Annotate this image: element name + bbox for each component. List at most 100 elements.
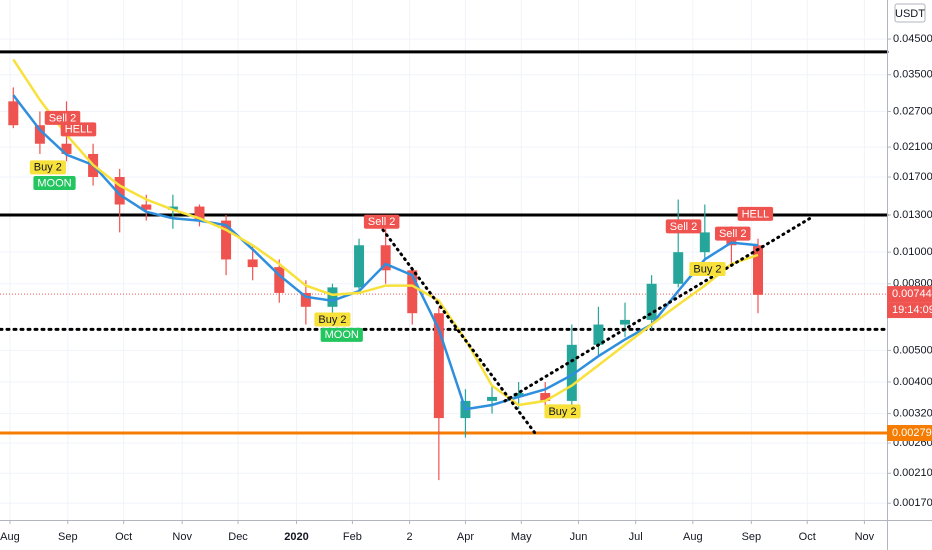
- signal-box: [33, 175, 76, 190]
- candle-body: [673, 252, 684, 284]
- support-price-tag-box: [887, 425, 932, 442]
- y-tick-label: 0.00210: [893, 467, 932, 479]
- x-tick-label: Nov: [855, 531, 875, 543]
- y-tick-label: 0.00400: [893, 376, 932, 388]
- candle-body: [167, 206, 178, 210]
- candle-body: [61, 143, 72, 154]
- candle-body: [513, 393, 524, 397]
- last-price-tag-box: [887, 286, 932, 303]
- signal-label: MOON: [320, 327, 363, 342]
- candle-body: [407, 270, 418, 314]
- signal-box: [29, 160, 66, 175]
- y-tick-label: 0.04500: [893, 33, 932, 45]
- support-price-tag-text: 0.00279: [892, 427, 932, 439]
- candle-body: [34, 125, 45, 144]
- signal-label: Buy 2: [29, 160, 66, 175]
- signal-box: [544, 404, 581, 419]
- signal-box: [737, 206, 774, 221]
- y-tick-label: 0.00500: [893, 344, 932, 356]
- signal-box: [714, 226, 751, 241]
- signal-box: [320, 327, 363, 342]
- candle-body: [753, 245, 764, 295]
- candle-body: [380, 245, 391, 271]
- candle-body: [141, 204, 152, 210]
- signal-label: Buy 2: [689, 262, 726, 277]
- x-tick-label: Apr: [457, 531, 474, 543]
- signal-label: HELL: [737, 206, 774, 221]
- currency-box[interactable]: [894, 3, 926, 23]
- signal-box: [665, 219, 702, 234]
- x-tick-label: 2020: [284, 531, 308, 543]
- signal-label: Sell 2: [714, 226, 751, 241]
- candle-body: [620, 319, 631, 325]
- candle-body: [566, 344, 577, 401]
- x-tick-label: Sep: [58, 531, 78, 543]
- x-tick-label: May: [511, 531, 532, 543]
- y-tick-label: 0.00320: [893, 408, 932, 420]
- candle-body: [221, 220, 232, 260]
- last-price-tag-text: 0.00744: [892, 288, 932, 300]
- moving-average: [12, 58, 759, 407]
- signal-text: HELL: [742, 208, 770, 220]
- candle-body: [487, 396, 498, 401]
- x-tick-label: Feb: [343, 531, 362, 543]
- signal-text: Sell 2: [368, 216, 396, 228]
- y-tick-label: 0.00170: [893, 497, 932, 509]
- x-tick-label: Aug: [683, 531, 703, 543]
- x-tick-label: 2: [407, 531, 413, 543]
- candle-body: [433, 313, 444, 419]
- x-tick-label: Oct: [115, 531, 132, 543]
- y-tick-label: 0.01300: [893, 209, 932, 221]
- trendline: [503, 215, 814, 403]
- signal-label: Sell 2: [665, 219, 702, 234]
- signal-text: Buy 2: [693, 263, 721, 275]
- signal-text: MOON: [325, 329, 359, 341]
- signal-label: Buy 2: [544, 404, 581, 419]
- candle-body: [247, 259, 258, 268]
- candle-body: [327, 287, 338, 307]
- signal-label: Buy 2: [314, 312, 351, 327]
- candle-body: [274, 267, 285, 293]
- candle-body: [114, 177, 125, 205]
- candle-body: [540, 393, 551, 401]
- currency: USDT: [895, 8, 925, 20]
- signal-box: [44, 110, 81, 125]
- moving-average: [12, 94, 759, 411]
- signal-label: Sell 2: [44, 110, 81, 125]
- signal-label: Sell 2: [363, 214, 400, 229]
- x-tick-label: Oct: [799, 531, 816, 543]
- signal-text: Sell 2: [719, 228, 747, 240]
- y-tick-label: 0.02100: [893, 141, 932, 153]
- candle-body: [646, 283, 657, 320]
- candle-body: [300, 292, 311, 307]
- x-tick-label: Nov: [172, 531, 192, 543]
- signal-box: [689, 262, 726, 277]
- countdown-box: [887, 302, 932, 319]
- candle-body: [354, 245, 365, 288]
- x-tick-label: Jun: [570, 531, 588, 543]
- countdown: 19:14:09: [892, 304, 932, 316]
- signal-text: Buy 2: [34, 162, 62, 174]
- x-tick-label: Jul: [629, 531, 643, 543]
- candle-body: [194, 206, 205, 221]
- candle-body: [593, 324, 604, 345]
- y-tick-label: 0.01700: [893, 171, 932, 183]
- signal-text: MOON: [37, 177, 71, 189]
- signal-text: Buy 2: [548, 406, 576, 418]
- x-tick-label: Sep: [742, 531, 762, 543]
- signal-box: [314, 312, 351, 327]
- y-tick-label: 0.01000: [893, 246, 932, 258]
- candle-body: [699, 232, 710, 253]
- y-tick-label: 0.03500: [893, 69, 932, 81]
- signal-box: [363, 214, 400, 229]
- x-tick-label: Dec: [228, 531, 248, 543]
- signal-text: Sell 2: [49, 112, 77, 124]
- signal-text: Buy 2: [318, 314, 346, 326]
- signal-label: MOON: [33, 175, 76, 190]
- candle-body: [8, 101, 19, 126]
- signal-label: HELL: [60, 122, 97, 137]
